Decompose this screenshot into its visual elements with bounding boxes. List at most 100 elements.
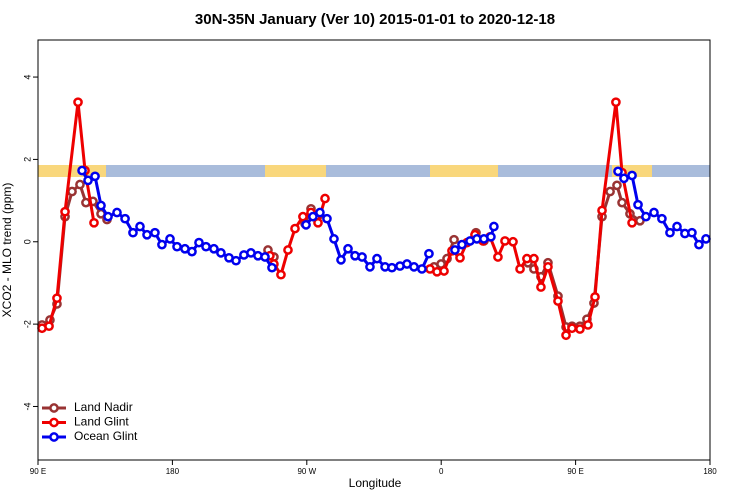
data-point [135,221,145,232]
data-point [529,253,539,264]
data-point [597,205,607,216]
data-point [657,213,667,224]
data-point [283,245,293,255]
land-band [430,165,498,177]
data-point [60,206,70,217]
y-tick-label: 2 [22,157,32,162]
x-tick-label: 180 [703,467,717,476]
data-point [424,248,434,259]
data-point [641,211,651,222]
y-tick-label: -2 [22,320,32,328]
data-point [561,330,571,341]
y-tick-label: 0 [22,239,32,244]
data-point [67,186,77,197]
data-point [515,264,525,274]
data-point [96,200,106,211]
data-point [329,234,339,244]
series-line [429,100,634,337]
data-point [209,243,219,254]
data-point [439,266,449,276]
data-point [372,253,382,264]
data-point [44,321,54,332]
data-point [89,217,99,228]
data-point [701,234,711,244]
land-band [265,165,326,177]
data-point [613,166,623,177]
data-point [150,227,160,238]
data-point [301,220,311,230]
data-point [449,234,459,245]
data-point [128,227,138,238]
legend-label: Land Nadir [74,400,133,414]
data-point [336,255,346,265]
data-point [553,296,563,306]
data-point [493,252,503,262]
data-point [450,245,460,255]
data-point [142,229,152,240]
data-point [649,207,659,218]
data-point [120,213,130,224]
data-point [486,231,496,242]
data-point [90,171,100,182]
data-point [315,207,325,218]
data-point [343,243,353,254]
data-point [290,223,300,234]
legend-marker [49,417,59,428]
data-point [194,237,204,248]
data-point [165,234,175,244]
legend-marker [49,432,59,442]
data-point [231,255,241,266]
data-point [665,227,675,238]
x-tick-label: 180 [166,467,180,476]
y-tick-label: 4 [22,75,32,80]
data-point [73,97,83,108]
data-point [187,246,197,257]
series-layer [37,97,711,341]
data-point [322,213,332,224]
x-tick-label: 90 E [567,467,583,476]
data-point [83,175,93,186]
data-point [75,179,85,190]
data-point [575,324,585,334]
data-point [157,239,167,250]
data-point [320,193,330,204]
data-point [103,211,113,222]
data-point [500,236,510,246]
data-point [633,199,643,210]
data-point [52,293,62,304]
data-point [672,221,682,232]
data-point [543,262,553,272]
data-point [112,207,122,218]
data-point [298,211,308,222]
data-point [260,252,270,262]
data-point [357,252,367,262]
data-point [409,262,419,272]
data-point [308,211,318,222]
data-point [172,241,182,252]
land-ocean-band [38,165,710,177]
ocean-band [38,165,710,177]
plot-frame [37,39,711,461]
legend-marker [49,403,59,413]
data-point [536,282,546,292]
y-tick-label: -4 [22,402,32,410]
data-point [508,236,518,247]
data-point [583,320,593,330]
data-point [313,217,323,228]
chart-title: 30N-35N January (Ver 10) 2015-01-01 to 2… [195,11,555,28]
y-axis-label: XCO2 - MLO trend (ppm) [0,183,14,318]
data-point [617,197,627,208]
data-point [619,173,629,184]
data-point [627,170,637,181]
data-point [77,165,87,176]
data-point [417,264,427,274]
x-tick-label: 90 W [297,467,316,476]
data-point [590,292,600,302]
data-point [455,252,465,263]
data-point [611,97,621,108]
data-point [387,262,397,273]
legend-label: Land Glint [74,415,129,429]
data-point [201,241,211,252]
